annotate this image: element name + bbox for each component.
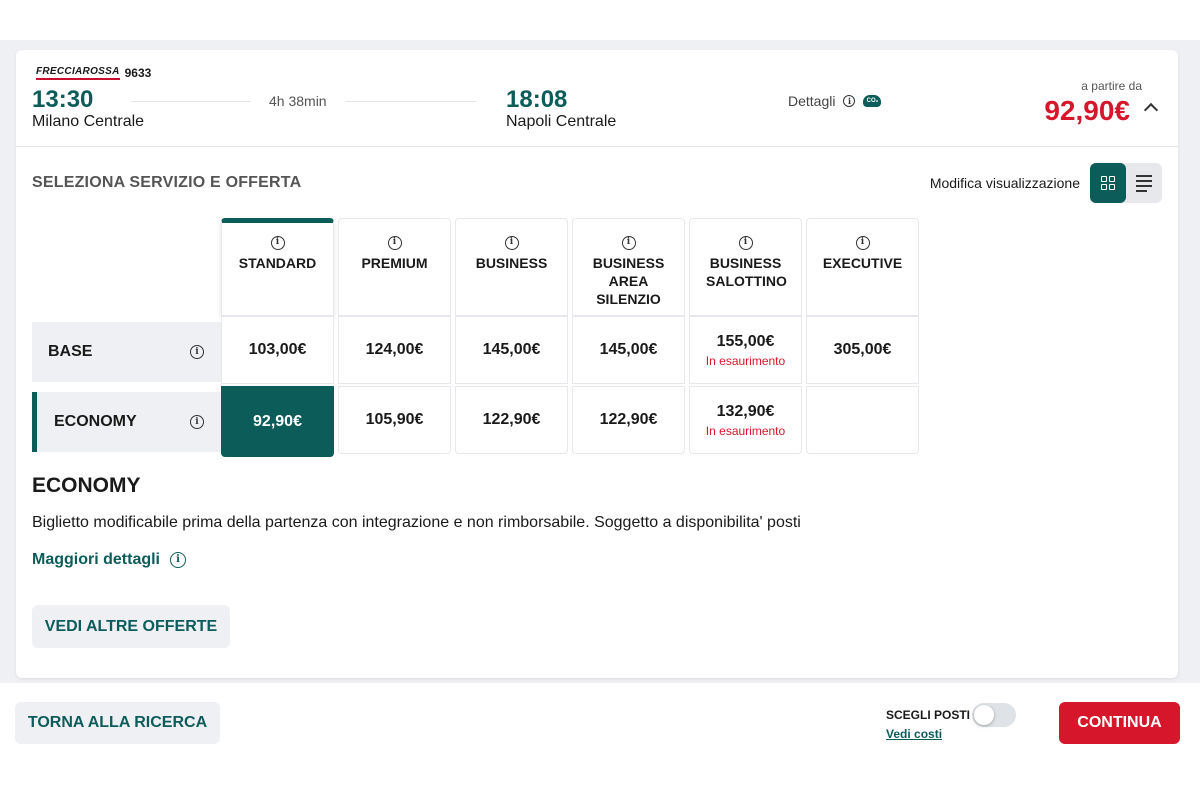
offer-row-base[interactable]: BASE i bbox=[32, 322, 222, 382]
list-view-button[interactable] bbox=[1126, 163, 1162, 203]
info-icon[interactable]: i bbox=[190, 415, 204, 429]
offer-row-economy[interactable]: ECONOMY i bbox=[32, 392, 222, 452]
more-details-label: Maggiori dettagli bbox=[32, 551, 160, 568]
price-cell[interactable]: 132,90€ In esaurimento bbox=[689, 386, 802, 454]
price-cell[interactable]: 122,90€ bbox=[572, 386, 685, 454]
info-icon[interactable]: i bbox=[387, 235, 402, 250]
offer-label: BASE bbox=[48, 343, 93, 360]
price-value: 124,00€ bbox=[365, 341, 424, 358]
price-cell-empty bbox=[806, 386, 919, 454]
price-value: 155,00€ bbox=[716, 332, 775, 350]
service-column-business-salottino[interactable]: i BUSINESS SALOTTINO bbox=[689, 218, 802, 316]
price-value: 122,90€ bbox=[599, 411, 658, 428]
offer-label: ECONOMY bbox=[54, 413, 137, 430]
info-icon[interactable]: i bbox=[621, 235, 636, 250]
price-cell-selected[interactable]: 92,90€ bbox=[221, 386, 334, 457]
continue-button[interactable]: CONTINUA bbox=[1059, 702, 1180, 744]
info-icon[interactable]: i bbox=[855, 235, 870, 250]
price-value: 103,00€ bbox=[248, 341, 307, 358]
journey-line-left bbox=[131, 101, 251, 102]
view-mode-toggle bbox=[1090, 163, 1162, 203]
lowest-price: 92,90€ bbox=[1044, 95, 1130, 126]
toggle-knob bbox=[974, 705, 994, 725]
arrival-time: 18:08 bbox=[506, 86, 568, 113]
service-column-standard[interactable]: i STANDARD bbox=[221, 218, 334, 316]
details-link[interactable]: Dettagli i CO₂ bbox=[788, 93, 882, 109]
details-label: Dettagli bbox=[788, 93, 836, 109]
more-details-link[interactable]: Maggiori dettagli i bbox=[32, 551, 186, 569]
price-cell[interactable]: 155,00€ In esaurimento bbox=[689, 316, 802, 384]
train-number: 9633 bbox=[124, 66, 152, 80]
info-icon[interactable]: i bbox=[190, 345, 204, 359]
price-cell[interactable]: 105,90€ bbox=[338, 386, 451, 454]
price-value: 305,00€ bbox=[833, 341, 892, 358]
chevron-up-icon[interactable] bbox=[1143, 102, 1159, 118]
service-column-executive[interactable]: i EXECUTIVE bbox=[806, 218, 919, 316]
price-value: 122,90€ bbox=[482, 411, 541, 428]
price-cell[interactable]: 305,00€ bbox=[806, 316, 919, 384]
view-mode-label: Modifica visualizzazione bbox=[929, 175, 1080, 191]
info-icon: i bbox=[170, 552, 186, 568]
service-column-business-area-silenzio[interactable]: i BUSINESS AREA SILENZIO bbox=[572, 218, 685, 316]
price-cell[interactable]: 103,00€ bbox=[221, 316, 334, 384]
section-title: SELEZIONA SERVIZIO E OFFERTA bbox=[32, 174, 302, 191]
price-cell[interactable]: 122,90€ bbox=[455, 386, 568, 454]
price-prefix: a partire da bbox=[1081, 79, 1142, 93]
train-solution-card: FRECCIAROSSA 9633 13:30 Milano Centrale … bbox=[16, 50, 1178, 678]
journey-line-right bbox=[346, 101, 476, 102]
price-value: 145,00€ bbox=[482, 341, 541, 358]
list-icon bbox=[1136, 174, 1152, 192]
service-label: BUSINESS bbox=[475, 254, 548, 271]
service-label: STANDARD bbox=[238, 254, 317, 271]
price-cell[interactable]: 145,00€ bbox=[572, 316, 685, 384]
grid-icon bbox=[1101, 176, 1115, 190]
arrival-station: Napoli Centrale bbox=[506, 113, 617, 130]
seat-costs-link[interactable]: Vedi costi bbox=[886, 727, 943, 741]
departure-time: 13:30 bbox=[32, 86, 94, 113]
service-column-business[interactable]: i BUSINESS bbox=[455, 218, 568, 316]
offer-description: Biglietto modificabile prima della parte… bbox=[32, 514, 801, 531]
choose-seats-toggle[interactable] bbox=[972, 703, 1016, 727]
train-brand: FRECCIAROSSA 9633 bbox=[36, 66, 151, 80]
price-value: 105,90€ bbox=[365, 411, 424, 428]
price-value: 132,90€ bbox=[716, 402, 775, 420]
header-divider bbox=[16, 146, 1178, 147]
service-column-premium[interactable]: i PREMIUM bbox=[338, 218, 451, 316]
grid-view-button[interactable] bbox=[1090, 163, 1126, 203]
frecciarossa-logo: FRECCIAROSSA bbox=[36, 66, 120, 80]
journey-duration: 4h 38min bbox=[269, 93, 327, 109]
service-label: EXECUTIVE bbox=[822, 254, 903, 271]
low-availability-note: In esaurimento bbox=[705, 423, 786, 438]
info-icon[interactable]: i bbox=[843, 95, 856, 107]
price-value: 145,00€ bbox=[599, 341, 658, 358]
departure-station: Milano Centrale bbox=[32, 113, 145, 130]
info-icon[interactable]: i bbox=[504, 235, 519, 250]
info-icon[interactable]: i bbox=[738, 235, 753, 250]
other-offers-button[interactable]: VEDI ALTRE OFFERTE bbox=[32, 605, 230, 648]
back-to-search-button[interactable]: TORNA ALLA RICERCA bbox=[15, 702, 220, 744]
price-value: 92,90€ bbox=[253, 412, 302, 430]
choose-seats-label: SCEGLI POSTI bbox=[886, 708, 971, 722]
co2-icon[interactable]: CO₂ bbox=[863, 95, 882, 107]
price-cell[interactable]: 124,00€ bbox=[338, 316, 451, 384]
service-label: PREMIUM bbox=[361, 254, 428, 271]
price-cell[interactable]: 145,00€ bbox=[455, 316, 568, 384]
info-icon[interactable]: i bbox=[270, 235, 285, 250]
low-availability-note: In esaurimento bbox=[705, 353, 786, 368]
offer-title: ECONOMY bbox=[32, 474, 141, 497]
service-label: BUSINESS SALOTTINO bbox=[706, 254, 787, 289]
service-label: BUSINESS AREA SILENZIO bbox=[592, 254, 665, 307]
